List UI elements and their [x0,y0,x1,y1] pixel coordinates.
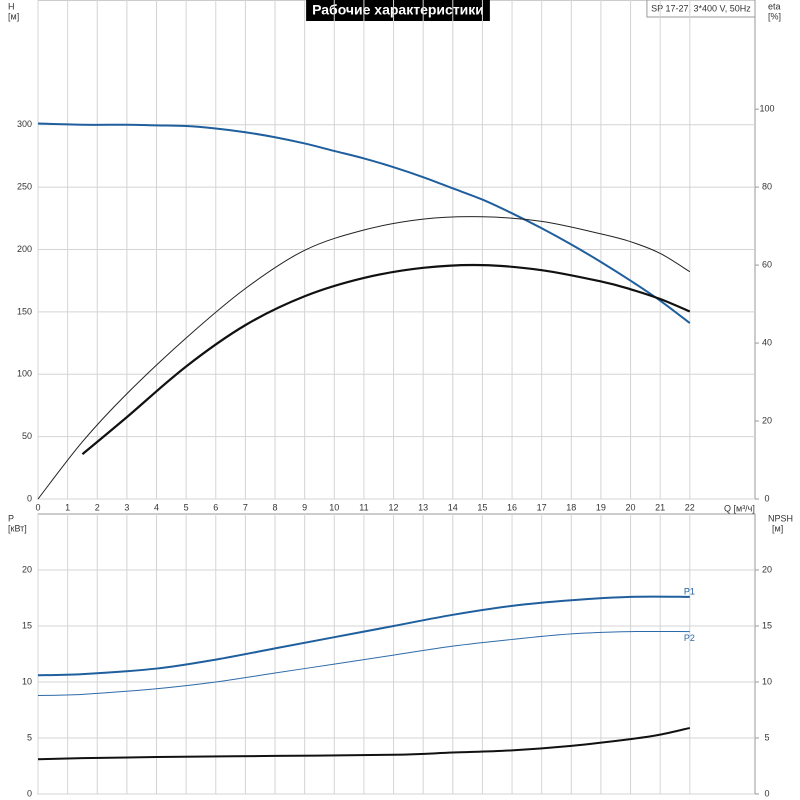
x-tick-label: 19 [596,502,606,512]
x-tick-label: 12 [389,502,399,512]
y-tick-label: 100 [17,369,32,379]
x-tick-label: 11 [359,502,368,512]
curve [37,216,691,500]
legend-label: P2 [684,633,695,643]
y2-label: eta [768,1,781,11]
x-tick-label: 1 [65,502,70,512]
x-tick-label: 9 [302,502,307,512]
x-tick-label: 18 [566,502,576,512]
y2-tick-label: 100 [759,104,774,114]
curve [81,263,691,456]
x-tick-label: 21 [655,502,665,512]
y2-label: NPSH [768,513,793,523]
y-tick-label: 250 [17,182,32,192]
info-box [646,0,756,18]
y2-tick-label: 80 [762,182,772,192]
x-tick-label: 6 [213,502,218,512]
y-tick-label: 150 [17,306,32,316]
x-tick-label: 3 [124,502,129,512]
y-label: H [8,1,15,11]
x-tick-label: 17 [537,502,547,512]
info-text: SP 17-27, 3*400 V, 50Hz [651,3,751,13]
y-unit: [кВт] [8,523,27,533]
x-tick-label: 5 [184,502,189,512]
y-tick-label: 5 [27,732,32,742]
y2-tick-label: 0 [764,788,769,798]
y-unit: [м] [8,11,19,21]
y-tick-label: 0 [27,788,32,798]
curve [37,630,690,696]
y-tick-label: 200 [17,244,32,254]
x-tick-label: 7 [243,502,248,512]
x-tick-label: 0 [35,502,40,512]
y-tick-label: 20 [22,564,32,574]
y2-tick-label: 60 [762,259,772,269]
y2-tick-label: 5 [764,732,769,742]
x-tick-label: 8 [273,502,278,512]
curve [37,595,690,677]
x-tick-label: 15 [477,502,487,512]
y2-tick-label: 0 [764,493,769,503]
title-box [306,0,490,21]
curve [37,122,691,324]
y-tick-label: 0 [27,493,32,503]
y2-unit: [м] [772,523,783,533]
y2-tick-label: 20 [762,415,772,425]
curve [37,726,691,761]
x-label: Q [м³/ч] [724,503,755,513]
y-label: P [8,513,14,523]
x-tick-label: 14 [448,502,458,512]
y2-tick-label: 15 [762,620,772,630]
x-tick-label: 20 [626,502,636,512]
y-tick-label: 15 [22,620,32,630]
x-tick-label: 2 [95,502,100,512]
bottom-frame [37,513,756,795]
y2-unit: [%] [768,11,781,21]
y2-tick-label: 10 [762,676,772,686]
y-tick-label: 50 [22,431,32,441]
x-tick-label: 16 [507,502,517,512]
x-tick-label: 22 [685,502,695,512]
chart-title: Рабочие характеристики [312,2,484,18]
legend-label: P1 [684,586,695,596]
x-tick-label: 10 [329,502,339,512]
y-tick-label: 300 [17,119,32,129]
y2-tick-label: 40 [762,337,772,347]
x-tick-label: 4 [154,502,159,512]
y-tick-label: 10 [22,676,32,686]
x-tick-label: 13 [418,502,428,512]
y2-tick-label: 20 [762,564,772,574]
